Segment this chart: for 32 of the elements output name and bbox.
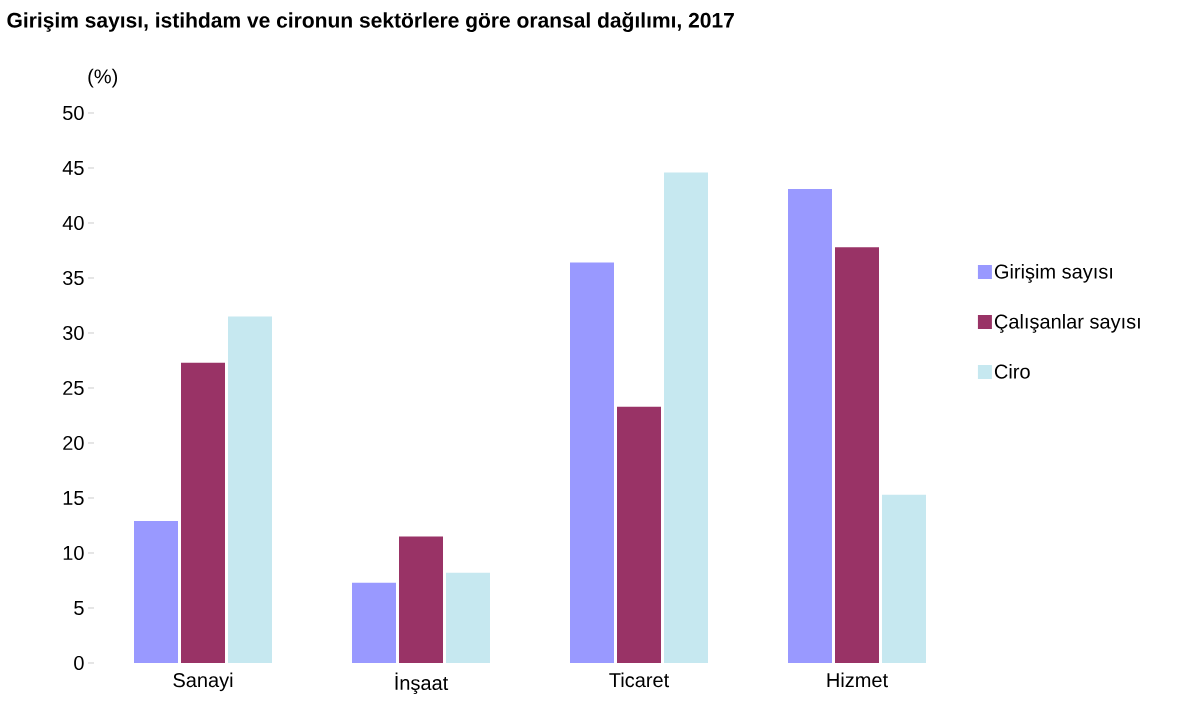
x-tick-label: Ticaret	[609, 672, 670, 688]
y-tick-label: 0	[74, 655, 84, 671]
bar	[352, 582, 397, 663]
bar	[882, 494, 926, 663]
bar	[446, 572, 491, 663]
x-tick-label: İnşaat	[395, 672, 449, 695]
y-tick-label: 50	[63, 105, 84, 121]
bar	[228, 316, 273, 663]
x-tick-label: Sanayi	[173, 672, 233, 692]
y-tick-label: 10	[63, 545, 84, 561]
bar	[664, 172, 708, 663]
y-tick-label: 30	[63, 325, 84, 341]
bar	[399, 536, 443, 663]
y-tick-label: 40	[62, 215, 84, 231]
bar	[134, 521, 179, 663]
legend-label: Ciro	[994, 363, 1030, 379]
y-tick-label: 20	[63, 435, 84, 451]
legend-label: Çalışanlar sayısı	[994, 314, 1140, 333]
y-tick-label: 15	[63, 491, 84, 505]
y-axis-title: (%)	[88, 68, 118, 88]
bar	[835, 247, 879, 663]
y-tick-label: 35	[63, 270, 84, 286]
bar	[617, 406, 662, 663]
y-tick-label: 25	[63, 380, 84, 396]
legend-label: Girişim sayısı	[994, 264, 1112, 283]
bar	[788, 188, 832, 663]
y-tick-label: 45	[62, 161, 84, 175]
bar	[570, 262, 614, 663]
chart-title: Girişim sayısı, istihdam ve cironun sektörlere göre oransal dağılımı, 2017	[7, 12, 734, 32]
y-tick-label: 5	[74, 601, 84, 615]
x-tick-label: Hizmet	[827, 672, 888, 688]
bar	[181, 362, 226, 663]
